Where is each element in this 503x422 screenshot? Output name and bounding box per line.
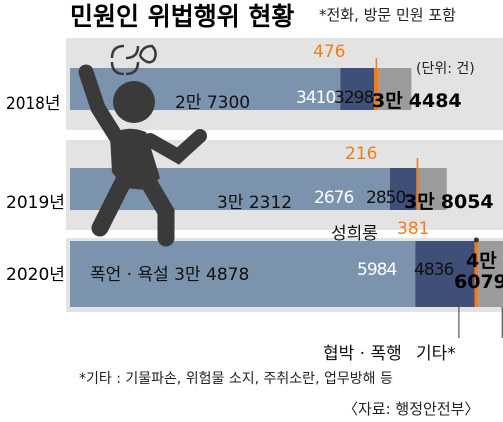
assault-value-2020: 5984 [357,260,397,280]
harassment-bar-2018 [374,68,379,110]
harassment-dot-2020 [473,237,479,243]
harassment-bar-2019 [416,168,419,210]
anger-mark-icon [110,44,157,76]
footnote: *기타 : 기물파손, 위험물 소지, 주취소란, 업무방해 등 [79,371,393,387]
total-suffix-2020: 6079 [454,271,503,293]
assault-bar-2018 [340,68,375,110]
page-subtitle: *전화, 방문 민원 포함 [319,6,456,24]
total-prefix-2019: 3만 [404,191,435,213]
abuse-value-2018: 2만 7300 [175,93,251,113]
harassment-value-2019: 216 [345,144,378,164]
total-suffix-2018: 4484 [408,90,462,112]
harassment-label: 성희롱 [331,224,378,244]
harassment-value-2018: 476 [313,42,346,62]
other-label: 기타* [416,344,456,364]
assault-label: 협박 · 폭행 [323,344,402,364]
other-bar-2020 [478,241,503,307]
other-bar-2018 [378,68,412,110]
total-prefix-2020: 4만 [466,250,497,272]
total-value-2019: 3만 8054 [404,187,494,214]
total-value-2018: 3만 4484 [372,86,462,113]
unit-label: (단위: 건) [416,61,475,77]
abuse-value-2019: 3만 2312 [217,193,293,213]
other-value-2020: 4836 [414,260,454,280]
year-label-2018: 2018년 [6,94,61,114]
abuse-value-2020: 폭언 · 욕설 3만 4878 [90,265,250,285]
other-bar-2019 [418,168,447,210]
year-label-2020: 2020년 [6,265,65,285]
other-value-2018: 3298 [334,88,374,108]
total-prefix-2018: 3만 [372,90,403,112]
page-title: 민원인 위법행위 현황 [70,2,295,31]
angry-person-icon [78,44,207,247]
harassment-value-2020: 381 [397,219,430,239]
year-label-2019: 2019년 [6,193,65,213]
assault-value-2018: 3410 [296,88,336,108]
total-suffix-2019: 8054 [440,191,494,213]
assault-bar-2020 [415,241,475,307]
abuse-bar-2020 [70,241,416,307]
legend-strip [66,314,503,342]
source-note: 〈자료: 행정안전부〉 [343,400,480,418]
assault-bar-2019 [389,168,417,210]
harassment-bar-2020 [474,241,479,307]
assault-value-2019: 2676 [314,188,354,208]
other-value-2019: 2850 [366,188,406,208]
